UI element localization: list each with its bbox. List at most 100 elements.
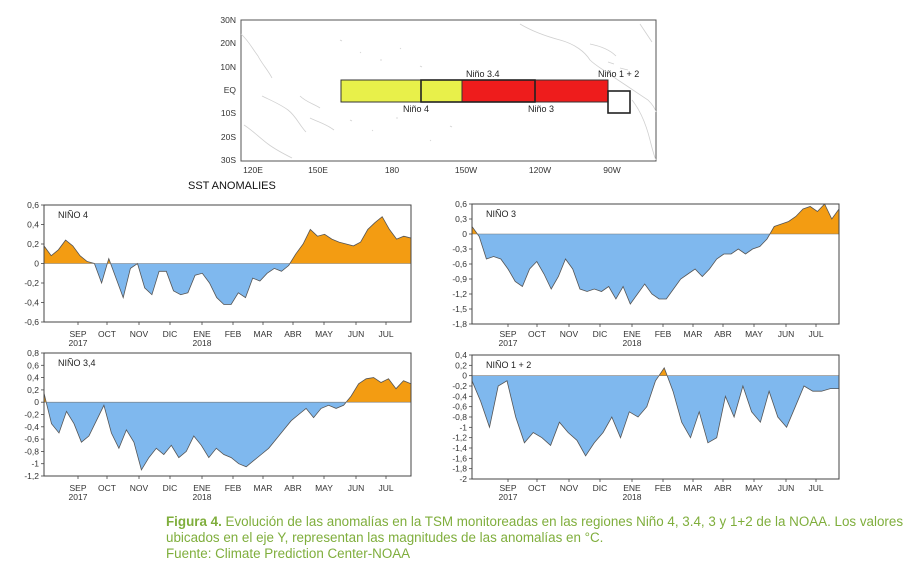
caption-text: Evolución de las anomalías en la TSM mon… [166,514,904,545]
map-lat-labels: 30N 20N 10N EQ 10S 20S 30S [220,15,236,165]
x-tick-label: MAY [745,329,763,339]
y-tick-label: -0,2 [452,381,467,391]
y-tick-label: -1,5 [452,304,467,314]
x-tick-label: NOV [130,483,149,493]
lon-label: 180 [385,165,399,175]
x-tick-label: SEP [499,483,516,493]
lat-label: 20N [220,38,236,48]
nino12-region-box [607,90,631,114]
positive-anomaly-area [472,204,839,234]
x-year-label: 2017 [499,492,518,502]
y-tick-label: -0,4 [452,391,467,401]
y-tick-label: -0,6 [24,434,39,444]
x-tick-label: MAR [254,329,273,339]
y-tick-label: -0,3 [452,244,467,254]
x-tick-label: ABR [714,329,731,339]
anomaly-line [472,204,839,305]
y-tick-label: -0,2 [24,278,39,288]
x-tick-label: FEB [225,483,242,493]
y-tick-label: -0,2 [24,410,39,420]
area-series [44,216,411,305]
x-tick-label: JUL [378,483,393,493]
x-tick-label: ABR [284,329,301,339]
map-lon-labels: 120E 150E 180 150W 120W 90W [243,165,621,175]
y-tick-label: -1,6 [452,453,467,463]
x-tick-label: OCT [98,329,116,339]
chart-title: NIÑO 1 + 2 [486,360,531,370]
lat-label: 10N [220,62,236,72]
caption-label: Figura 4. [166,514,222,529]
y-tick-label: 0 [34,397,39,407]
x-tick-label: JUN [778,483,795,493]
y-tick-label: 0,2 [455,360,467,370]
lat-label: 20S [221,132,236,142]
y-tick-label: 0,6 [27,200,39,210]
y-tick-label: -1 [459,422,467,432]
x-tick-label: MAY [315,483,333,493]
x-tick-label: SEP [499,329,516,339]
chart-nino3: 0,6 0,3 0 -0,3 -0,6 -0,9 -1,2 -1,5 -1,8 SEP OCT NOV… [452,199,840,346]
y-tick-label: -1,8 [452,319,467,329]
x-tick-label: DIC [593,483,608,493]
negative-anomaly-area [472,375,839,456]
x-tick-label: OCT [528,329,546,339]
x-tick-label: ENE [623,483,641,493]
x-tick-label: FEB [655,483,672,493]
x-year-label: 2018 [623,492,642,502]
x-tick-label: NOV [560,483,579,493]
x-tick-label: ABR [714,483,731,493]
y-tick-label: -1 [31,459,39,469]
x-tick-label: DIC [593,329,608,339]
x-tick-label: SEP [69,329,86,339]
x-tick-label: ENE [193,329,211,339]
y-tick-label: -1,8 [452,464,467,474]
x-tick-label: JUL [808,483,823,493]
nino34-region-box [420,79,536,103]
x-tick-label: DIC [163,483,178,493]
y-tick-label: -0,8 [452,412,467,422]
x-tick-label: MAR [684,483,703,493]
x-tick-label: NOV [560,329,579,339]
x-tick-label: SEP [69,483,86,493]
positive-anomaly-area [44,216,411,264]
x-year-label: 2017 [69,338,88,346]
chart-title: NIÑO 3 [486,209,516,219]
y-tick-label: 0,4 [27,373,39,383]
x-tick-label: NOV [130,329,149,339]
lat-label: 10S [221,108,236,118]
y-tick-label: -0,4 [24,298,39,308]
lat-label: EQ [224,85,237,95]
y-tick-label: -0,9 [452,274,467,284]
x-tick-label: MAY [745,483,763,493]
y-tick-label: -0,8 [24,446,39,456]
x-tick-label: FEB [655,329,672,339]
negative-anomaly-area [44,402,411,470]
chart-nino12: 0,40,20-0,2-0,4-0,6-0,8-1-1,2-1,4-1,6-1,… [452,350,840,502]
nino3-label: Niño 3 [528,104,554,114]
negative-anomaly-area [44,263,411,305]
y-tick-label: 0,4 [27,220,39,230]
lon-label: 120E [243,165,263,175]
figure-caption: Figura 4. Evolución de las anomalías en … [166,514,906,562]
chart-nino4: 0,6 0,4 0,2 0 -0,2 -0,4 -0,6 SEP OCT NOV DIC ENE FEB… [24,200,412,346]
x-tick-label: OCT [528,483,546,493]
y-tick-label: 0 [462,371,467,381]
y-tick-label: 0,8 [27,348,39,358]
area-series [472,204,839,305]
y-tick-label: 0,4 [455,350,467,360]
caption-source: Fuente: Climate Prediction Center-NOAA [166,546,411,561]
nino4-label: Niño 4 [403,104,429,114]
y-tick-label: 0 [462,229,467,239]
y-tick-label: -1,2 [452,433,467,443]
sst-anomalies-title: SST ANOMALIES [188,180,276,192]
x-tick-label: DIC [163,329,178,339]
y-tick-label: -1,2 [24,471,39,481]
y-tick-label: -0,6 [452,259,467,269]
x-year-label: 2018 [193,492,212,502]
x-year-label: 2018 [623,338,642,346]
y-tick-label: 0 [34,259,39,269]
x-year-label: 2017 [69,492,88,502]
y-tick-label: 0,3 [455,214,467,224]
x-tick-label: JUN [348,329,365,339]
chart-title: NIÑO 3,4 [58,358,96,368]
